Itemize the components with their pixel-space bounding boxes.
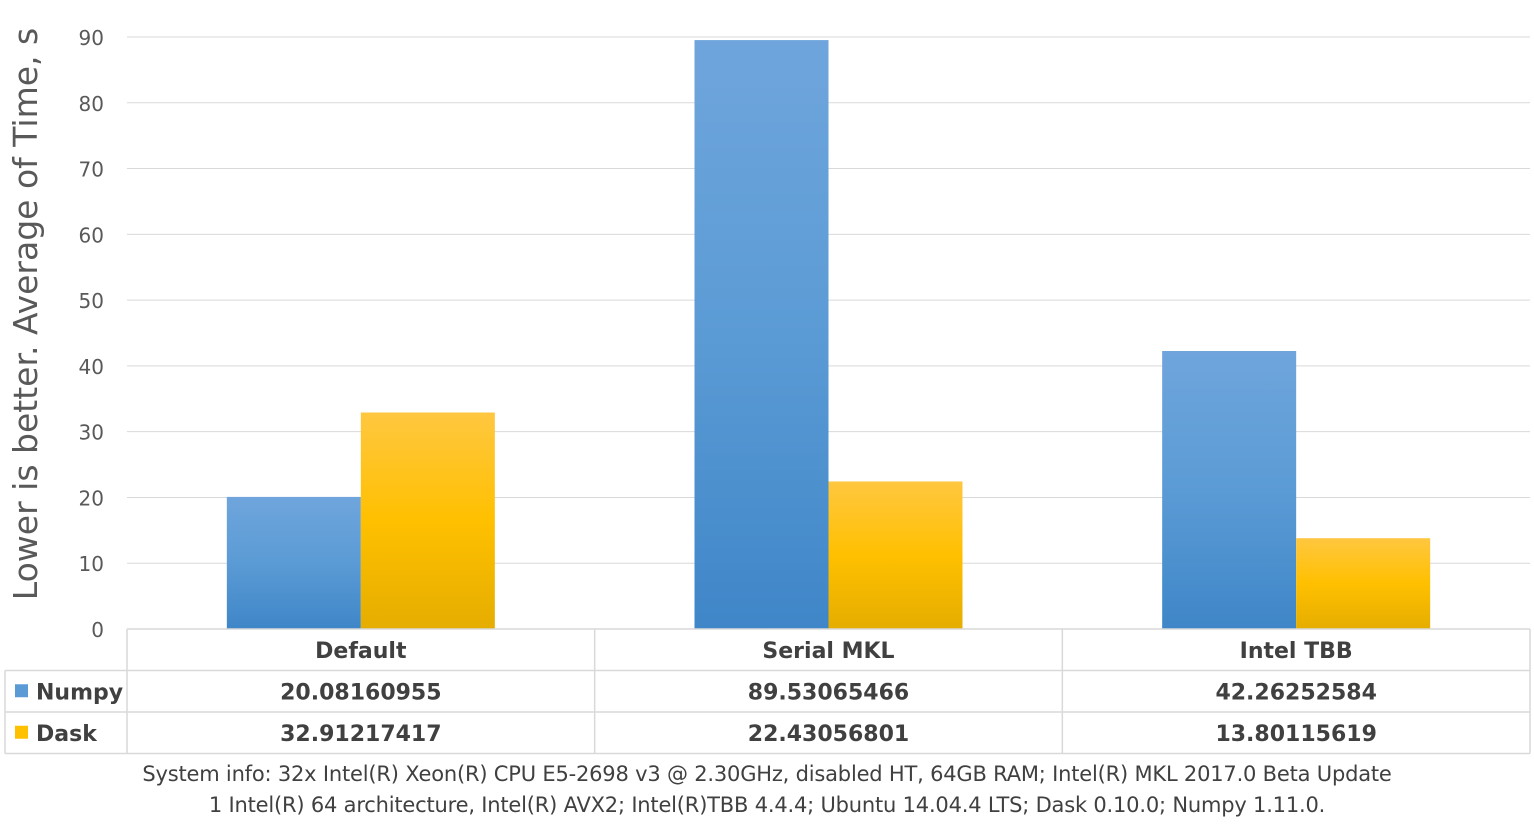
- bar-numpy-default: [226, 496, 361, 629]
- y-tick-label: 20: [79, 486, 104, 510]
- y-tick-label: 40: [79, 355, 104, 379]
- legend-label-dask: Dask: [36, 722, 98, 747]
- bar-dask-default: [360, 412, 495, 629]
- y-tick-label: 30: [79, 421, 104, 445]
- bars: [226, 40, 1431, 629]
- footnote-line-1: System info: 32x Intel(R) Xeon(R) CPU E5…: [142, 762, 1392, 786]
- bar-numpy-intel-tbb: [1162, 351, 1297, 629]
- y-tick-label: 50: [79, 289, 104, 313]
- legend-label-numpy: Numpy: [36, 680, 123, 705]
- data-label: 13.80115619: [1215, 722, 1376, 747]
- y-tick-label: 0: [91, 618, 104, 642]
- y-tick-label: 90: [79, 26, 104, 50]
- bar-numpy-serial-mkl: [694, 40, 829, 629]
- bar-dask-intel-tbb: [1296, 538, 1431, 629]
- data-label: 22.43056801: [748, 722, 909, 747]
- data-label: 20.08160955: [280, 680, 441, 705]
- x-tick-label: Intel TBB: [1240, 639, 1353, 664]
- y-tick-label: 80: [79, 92, 104, 116]
- footnote-line-2: 1 Intel(R) 64 architecture, Intel(R) AVX…: [208, 793, 1326, 817]
- y-tick-label: 10: [79, 552, 104, 576]
- data-label: 89.53065466: [748, 680, 909, 705]
- y-tick-label: 60: [79, 223, 104, 247]
- data-label: 42.26252584: [1215, 680, 1376, 705]
- data-table: Default Serial MKL Intel TBB Numpy 20.081609…: [4, 628, 1531, 755]
- y-tick-label: 70: [79, 158, 104, 182]
- x-tick-label: Serial MKL: [762, 639, 894, 664]
- legend-swatch-numpy: [15, 684, 28, 698]
- y-axis-title: Lower is better. Average of Time, s: [6, 28, 45, 600]
- x-tick-label: Default: [315, 639, 407, 664]
- y-axis-ticks: 0 10 20 30 40 50 60 70 80 90: [79, 26, 104, 642]
- legend-swatch-dask: [15, 725, 28, 739]
- bar-dask-serial-mkl: [828, 481, 963, 629]
- data-label: 32.91217417: [280, 722, 441, 747]
